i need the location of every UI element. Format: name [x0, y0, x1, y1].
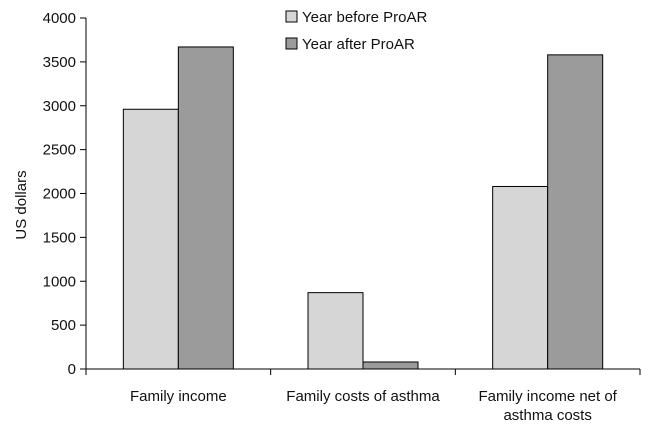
- legend-swatch: [285, 37, 298, 50]
- y-tick-label: 2000: [43, 186, 76, 203]
- plot-area: 0 500 1000 1500 2000 2500 3000 3500 4000 Family i…: [43, 10, 641, 424]
- y-tick-label: 1000: [43, 273, 76, 290]
- bar: [122, 108, 179, 370]
- y-tick-label: 2500: [43, 142, 76, 159]
- bar: [307, 292, 364, 370]
- y-tick-label: 1500: [43, 229, 76, 246]
- legend: Year before ProAR Year after ProAR: [285, 9, 428, 53]
- x-category-label: Family costs of asthma: [286, 388, 440, 405]
- bar: [177, 46, 234, 370]
- x-category-label: asthma costs: [503, 407, 591, 424]
- y-tick-label: 3000: [43, 98, 76, 115]
- bar: [362, 361, 419, 370]
- legend-label: Year after ProAR: [302, 36, 415, 53]
- y-tick-label: 4000: [43, 10, 76, 27]
- x-category-label: Family income net of: [478, 388, 617, 405]
- y-tick-label: 0: [68, 361, 76, 378]
- legend-label: Year before ProAR: [302, 9, 428, 26]
- legend-swatch: [285, 10, 298, 23]
- bar: [547, 54, 604, 370]
- y-tick-label: 500: [51, 317, 76, 334]
- y-axis-title: US dollars: [13, 170, 30, 239]
- bar: [492, 185, 549, 370]
- y-tick-label: 3500: [43, 54, 76, 71]
- x-category-label: Family income: [130, 388, 227, 405]
